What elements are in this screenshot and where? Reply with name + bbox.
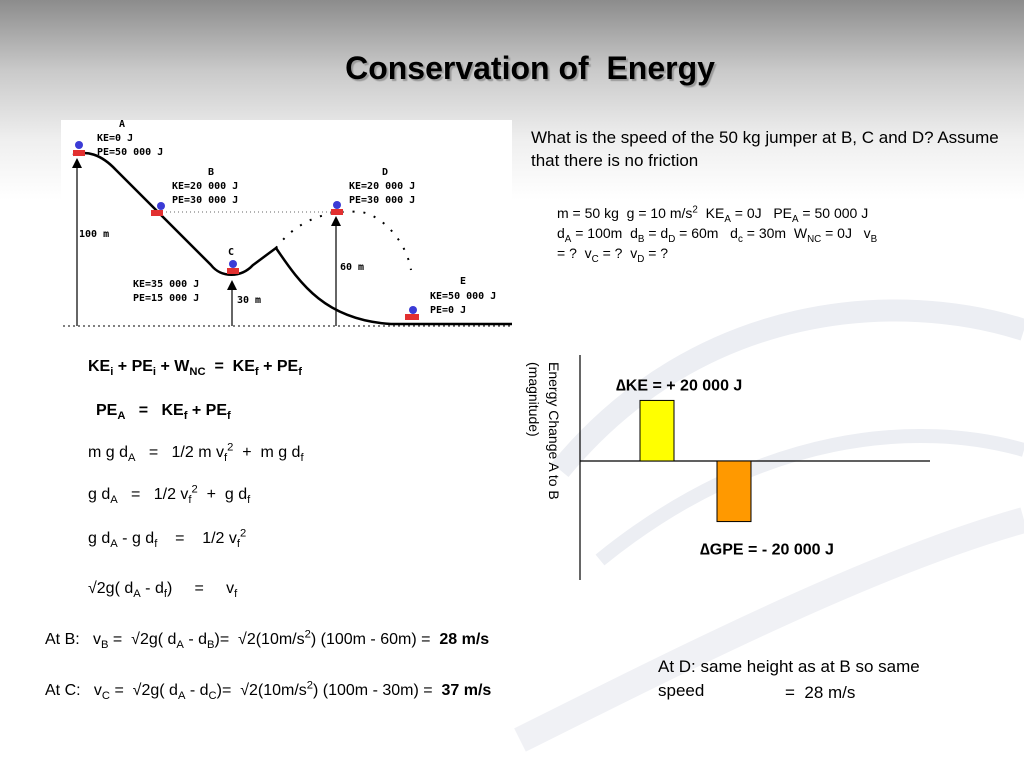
page-title: Conservation of Energy: [345, 50, 715, 86]
point-d-pe: PE=30 000 J: [349, 195, 416, 206]
height-label-c: 30 m: [237, 295, 262, 306]
equation-2: PEA = KEf + PEf: [96, 402, 231, 423]
point-e-pe: PE=0 J: [430, 305, 467, 316]
energy-bar-chart: ∆KE = + 20 000 J ∆GPE = - 20 000 J: [579, 355, 930, 580]
point-d-ke: KE=20 000 J: [349, 181, 416, 192]
equation-4: g dA = 1/2 vf2 + g df: [88, 483, 251, 507]
given-values: m = 50 kg g = 10 m/s2 KEA = 0J PEA = 50 …: [557, 204, 878, 265]
point-a-ke: KE=0 J: [97, 133, 134, 144]
result-at-c: At C: vC = √2g( dA - dC)= √2(10m/s2) (10…: [45, 679, 492, 703]
answer-c: 37 m/s: [441, 682, 492, 699]
point-e-letter: E: [460, 276, 467, 287]
point-d-letter: D: [382, 167, 389, 178]
track-drawing: [63, 141, 512, 327]
answer-b: 28 m/s: [439, 631, 490, 648]
point-a-letter: A: [119, 120, 126, 130]
point-b-pe: PE=30 000 J: [172, 195, 239, 206]
height-label-d: 60 m: [340, 262, 365, 273]
height-label-a: 100 m: [79, 229, 110, 240]
equation-3: m g dA = 1/2 m vf2 + m g df: [88, 441, 304, 465]
bar-delta-gpe: [716, 460, 752, 523]
jumper-a-icon: [73, 141, 85, 156]
question-text: What is the speed of the 50 kg jumper at…: [531, 128, 999, 170]
point-a-pe: PE=50 000 J: [97, 147, 164, 158]
answer-d: = 28 m/s: [785, 683, 856, 702]
bar-delta-ke: [639, 399, 675, 462]
jumper-c-icon: [227, 260, 239, 274]
note-at-d: At D: same height as at B so same speed: [658, 657, 920, 700]
equation-1: KEi + PEi + WNC = KEf + PEf: [88, 358, 302, 379]
roller-coaster-diagram: A KE=0 J PE=50 000 J B KE=20 000 J PE=30…: [61, 120, 512, 328]
point-b-letter: B: [208, 167, 215, 178]
result-at-b: At B: vB = √2g( dA - dB)= √2(10m/s2) (10…: [45, 628, 490, 652]
point-c-letter: C: [228, 247, 235, 258]
point-c-pe: PE=15 000 J: [133, 293, 200, 304]
track-line: [72, 151, 512, 326]
label-delta-gpe: ∆GPE = - 20 000 J: [700, 542, 834, 559]
point-e-ke: KE=50 000 J: [430, 291, 497, 302]
jumper-d-icon: [331, 201, 343, 215]
label-delta-ke: ∆KE = + 20 000 J: [616, 377, 742, 394]
equation-6: √2g( dA - df) = vf: [88, 580, 238, 601]
jumper-e-icon: [405, 306, 419, 320]
chart-y-axis-title: Energy Change A to B (magnitude): [526, 362, 562, 500]
equation-5: g dA - g df = 1/2 vf2: [88, 527, 247, 551]
jumper-b-icon: [151, 202, 165, 216]
point-c-ke: KE=35 000 J: [133, 279, 200, 290]
point-b-ke: KE=20 000 J: [172, 181, 239, 192]
